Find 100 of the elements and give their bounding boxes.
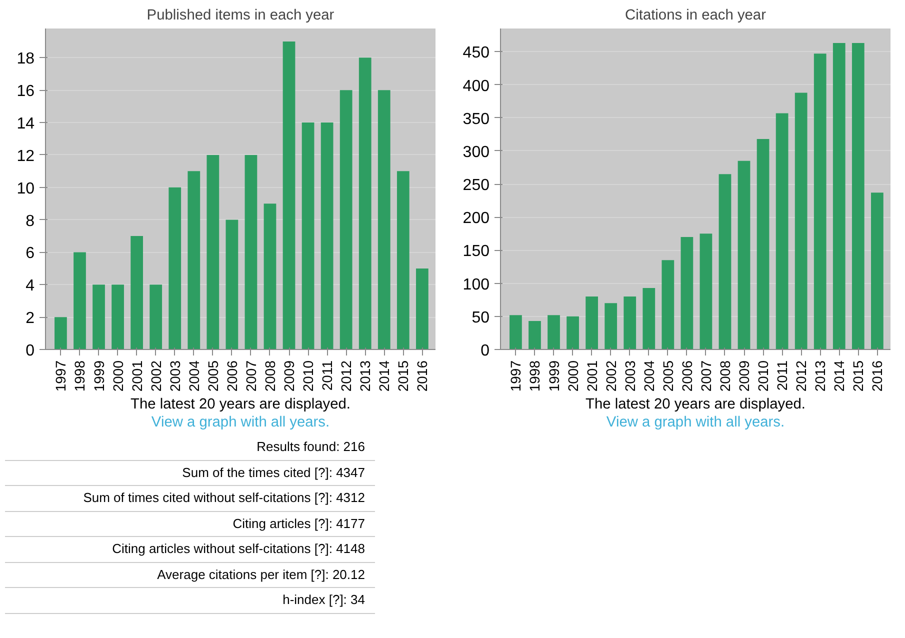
y-tick-label: 0 [26,342,35,360]
bar [320,122,334,350]
bar [700,234,712,350]
x-tick-label: 2014 [376,360,392,392]
y-tick-label: 14 [16,116,35,133]
x-tick-label: 1998 [526,360,543,392]
bar [206,154,220,350]
y-tick-label: 6 [26,245,35,262]
y-tick-label: 400 [462,78,490,95]
x-tick-label: 2012 [793,360,810,392]
bar [396,171,410,350]
x-tick-label: 2011 [319,360,336,391]
bar [510,315,522,350]
y-tick-label: 50 [472,309,490,326]
y-tick-label: 12 [16,148,35,165]
x-tick-label: 1998 [72,360,88,392]
y-tick-label: 300 [462,144,490,161]
x-tick-label: 2015 [850,360,866,392]
y-tick-label: 250 [462,177,490,194]
bar [794,92,808,350]
bar [358,58,372,350]
bar [832,43,846,350]
bar [604,303,618,350]
x-tick-label: 2006 [678,360,695,392]
bar [302,122,314,350]
bar [738,160,750,350]
bar [416,268,428,350]
x-tick-label: 2013 [357,360,374,392]
x-tick-label: 1999 [90,360,107,392]
text: Sum of times cited without self-citations [?]: 4312 [5,486,375,512]
x-tick-label: 1997 [508,360,524,392]
text: Average citations per item [?]: 20.12 [5,562,375,588]
bar [662,260,674,350]
x-tick-label: 2007 [242,360,259,392]
bar [264,204,276,350]
text: Citing articles [?]: 4177 [5,512,375,538]
text: View a graph with all years. [606,414,785,430]
x-tick-label: 2003 [166,360,183,392]
bar [282,41,296,350]
y-tick-label: 150 [462,243,490,260]
y-tick-label: 8 [26,212,35,230]
x-tick-label: 2008 [716,360,733,392]
x-tick-label: 2010 [755,360,772,392]
y-tick-label: 2 [26,310,35,328]
x-tick-label: 2014 [831,360,848,392]
y-tick-label: 10 [16,180,35,198]
bar [244,154,258,350]
bar [680,236,694,350]
x-tick-label: 2004 [186,360,202,392]
y-tick-label: 18 [16,50,35,68]
x-tick-label: 2000 [564,360,581,392]
y-tick-label: 200 [462,210,490,228]
x-tick-label: 2013 [812,360,828,392]
bar [852,43,864,350]
bar [378,90,390,350]
x-tick-label: 1999 [546,360,562,392]
y-tick-label: 450 [462,44,490,62]
bar [814,54,826,350]
bar [756,139,770,350]
text: Sum of the times cited [?]: 4347 [5,460,375,486]
bar [112,284,124,350]
text: The latest 20 years are displayed. [586,396,806,412]
bar [586,296,598,350]
x-tick-label: 2002 [602,360,619,392]
bar [566,316,579,350]
x-tick-label: 2006 [224,360,240,392]
text: The latest 20 years are displayed. [130,396,350,412]
bar [624,296,636,350]
bar [528,321,541,350]
bar [548,315,560,350]
chart-title: Citations in each year [625,8,766,24]
bar [642,288,656,350]
bar [871,192,884,350]
bar [150,284,162,350]
x-tick-label: 2016 [869,360,886,392]
bar [718,174,732,350]
x-tick-label: 2015 [395,360,412,392]
bar [54,317,67,350]
x-tick-label: 2000 [110,360,126,392]
chart-title: Published items in each year [146,8,334,24]
text: Citing articles without self-citations [?]: 4148 [5,537,375,563]
bar [226,220,238,350]
bar [168,187,182,350]
x-tick-label: 2010 [300,360,316,392]
x-tick-label: 2001 [584,360,600,392]
y-tick-label: 0 [480,342,490,360]
y-tick-label: 100 [462,276,490,294]
x-tick-label: 2009 [736,360,752,392]
text: Results found: 216 [5,435,375,461]
x-tick-label: 1997 [52,360,69,392]
bar [92,284,105,350]
x-tick-label: 2016 [414,360,430,392]
x-tick-label: 2009 [281,360,298,392]
y-tick-label: 350 [462,110,490,128]
bar [340,90,352,350]
x-tick-label: 2005 [204,360,221,392]
text: View a graph with all years. [151,414,330,430]
x-tick-label: 2003 [622,360,638,392]
bar [188,171,200,350]
bar [130,236,143,350]
